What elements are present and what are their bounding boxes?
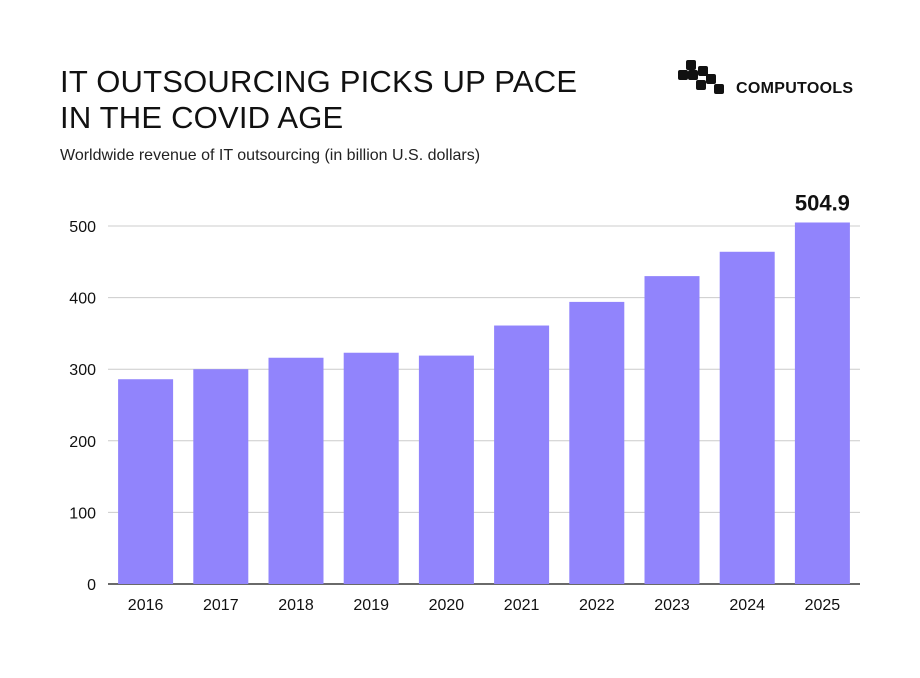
chart-title-line-2: IN THE COVID AGE bbox=[60, 100, 344, 135]
bar-2022 bbox=[569, 301, 625, 584]
y-tick-label: 100 bbox=[69, 505, 96, 522]
bar-2018 bbox=[268, 357, 324, 584]
x-tick-label: 2024 bbox=[729, 597, 765, 614]
data-label-2025: 504.9 bbox=[795, 190, 850, 215]
x-tick-labels: 2016 2017 2018 2019 2020 2021 2022 2023 2024 2025 bbox=[128, 597, 840, 614]
bars bbox=[118, 222, 850, 585]
bar-2021 bbox=[494, 325, 550, 584]
bar-2023 bbox=[644, 276, 700, 584]
x-tick-label: 2023 bbox=[654, 597, 690, 614]
y-tick-label: 500 bbox=[69, 219, 96, 236]
chart-title-line-1: IT OUTSOURCING PICKS UP PACE bbox=[60, 64, 578, 99]
x-tick-label: 2022 bbox=[579, 597, 615, 614]
x-tick-label: 2020 bbox=[429, 597, 465, 614]
x-tick-label: 2025 bbox=[805, 597, 841, 614]
bar-2019 bbox=[343, 352, 399, 584]
x-tick-label: 2021 bbox=[504, 597, 540, 614]
y-tick-label: 0 bbox=[87, 577, 96, 594]
x-tick-label: 2018 bbox=[278, 597, 314, 614]
computools-logo-icon bbox=[678, 60, 724, 94]
bar-2016 bbox=[118, 379, 174, 584]
x-tick-label: 2016 bbox=[128, 597, 164, 614]
bar-2024 bbox=[719, 251, 775, 584]
chart-subtitle: Worldwide revenue of IT outsourcing (in … bbox=[60, 147, 481, 164]
y-tick-label: 400 bbox=[69, 291, 96, 308]
y-tick-labels: 0 100 200 300 400 500 bbox=[69, 219, 96, 594]
bar-2025 bbox=[794, 222, 850, 585]
y-tick-label: 300 bbox=[69, 362, 96, 379]
y-tick-label: 200 bbox=[69, 434, 96, 451]
x-tick-label: 2019 bbox=[353, 597, 389, 614]
brand-name: COMPUTOOLS bbox=[736, 80, 854, 97]
x-tick-label: 2017 bbox=[203, 597, 239, 614]
bar-2020 bbox=[418, 355, 474, 584]
annotations: 504.9 bbox=[795, 190, 850, 215]
bar-2017 bbox=[193, 369, 249, 584]
